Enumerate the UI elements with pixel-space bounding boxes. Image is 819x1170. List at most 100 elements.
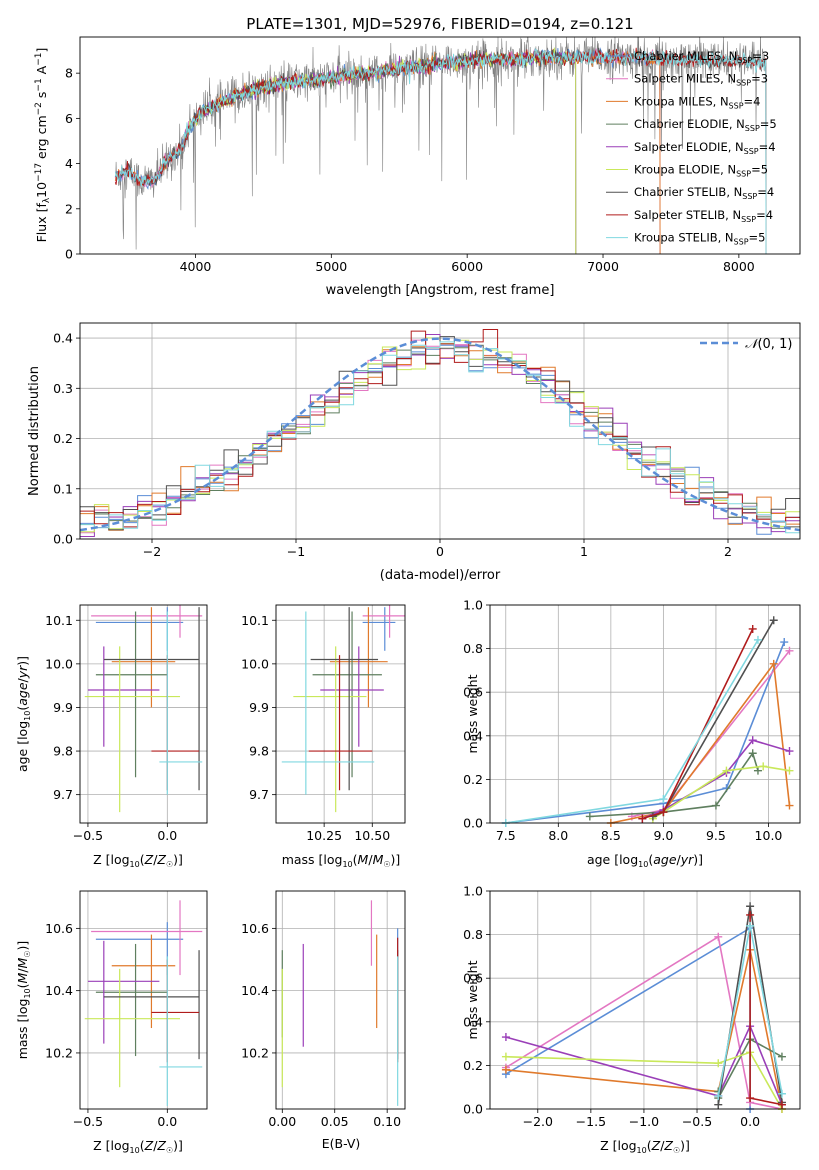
y-tick-label: 10.6: [45, 921, 73, 936]
y-tick-label: 4: [65, 156, 73, 171]
y-tick-label: 0.0: [463, 1102, 483, 1117]
y-axis-label: Flux [fλ10−17 erg cm−2 s−1 A−1]: [34, 48, 52, 243]
y-tick-label: 0.0: [53, 532, 73, 547]
legend-entry: Salpeter MILES, NSSP=3: [634, 72, 768, 88]
weight-line-kroupa-miles: [610, 661, 791, 823]
y-axis-label: mass [log10(M/M☉)]: [15, 941, 32, 1060]
x-tick-label: 8.5: [601, 828, 621, 843]
axes-frame: [489, 890, 801, 1110]
weight-marker: [746, 1094, 755, 1103]
x-tick-label: 2: [724, 544, 732, 559]
x-tick-label: −0.5: [73, 1114, 103, 1129]
mass-vs-ebv-panel: 0.00 0.05 0.10 10.2 10.4 10.6 E(B-V): [241, 890, 406, 1151]
legend-entry: Chabrier ELODIE, NSSP=5: [634, 117, 777, 133]
x-tick-label: −2: [143, 544, 161, 559]
x-tick-label: 8.0: [548, 828, 568, 843]
x-tick-label: 0.0: [740, 1114, 760, 1129]
y-tick-label: 6: [65, 111, 73, 126]
weight-marker: [722, 766, 731, 775]
y-tick-label: 9.9: [249, 700, 269, 715]
weight-marker: [501, 1033, 510, 1042]
legend-entry: Salpeter STELIB, NSSP=4: [634, 208, 773, 224]
weight-marker: [777, 1100, 786, 1109]
x-tick-label: 9.0: [653, 828, 673, 843]
x-axis-label: Z [log10(Z/Z☉)]: [600, 1138, 690, 1155]
y-tick-label: 10.6: [241, 921, 269, 936]
y-tick-label: 2: [65, 201, 73, 216]
x-tick-label: 5000: [315, 259, 347, 274]
weight-marker: [714, 932, 723, 941]
y-axis-label: mass weight: [465, 960, 480, 1039]
weight-line-kroupa-miles: [505, 949, 783, 1109]
y-tick-label: 10.1: [241, 613, 269, 628]
y-tick-label: 0.4: [53, 331, 73, 346]
model-line-chabrier-miles: [114, 47, 661, 254]
x-tick-label: 7000: [587, 259, 619, 274]
weight-marker: [501, 1052, 510, 1061]
weight-marker: [753, 766, 762, 775]
x-tick-label: 10.50: [354, 828, 390, 843]
weight-marker: [638, 814, 647, 823]
y-tick-label: 10.4: [241, 983, 269, 998]
x-axis-label: Z [log10(Z/Z☉)]: [93, 1138, 183, 1155]
x-tick-label: 0.10: [373, 1114, 401, 1129]
y-axis-label: mass weight: [465, 674, 480, 753]
x-tick-label: 1: [580, 544, 588, 559]
y-axis-label: Normed distribution: [27, 366, 42, 496]
x-tick-label: 0.0: [157, 828, 177, 843]
massweight-vs-metallicity-panel: −2.0 −1.5 −1.0 −0.5 0.0 0.0 0.2 0.4 0.6 0.8 1.0 Z […: [463, 884, 801, 1155]
weight-marker: [748, 749, 757, 758]
x-tick-label: 10.0: [755, 828, 783, 843]
weight-marker: [777, 1089, 786, 1098]
mass-vs-metallicity-panel: −0.5 0.0 10.2 10.4 10.6 Z [log10(Z/Z☉)] mass […: [15, 890, 208, 1155]
x-axis-label: mass [log10(M/M☉)]: [282, 852, 401, 869]
y-tick-label: 9.8: [249, 744, 269, 759]
y-tick-label: 0.1: [53, 481, 73, 496]
x-tick-label: −2.0: [523, 1114, 553, 1129]
y-tick-label: 0.4: [463, 1014, 483, 1029]
weight-marker: [746, 910, 755, 919]
weight-marker: [785, 801, 794, 810]
weight-marker: [585, 812, 594, 821]
axes-frame: [275, 604, 406, 824]
weight-marker: [748, 624, 757, 633]
x-tick-label: 8000: [723, 259, 755, 274]
axes-frame: [275, 890, 406, 1110]
weight-marker: [785, 747, 794, 756]
normal-curve: [80, 337, 800, 532]
weight-marker: [714, 1091, 723, 1100]
weight-line-kroupa-stelib: [505, 639, 759, 823]
y-tick-label: 0.2: [463, 1058, 483, 1073]
residuals-panel: −2 −1 0 1 2 0.0 0.1 0.2 0.3 0.4 (data-model)/error…: [27, 322, 801, 583]
x-tick-label: 0.00: [268, 1114, 296, 1129]
weight-marker: [785, 646, 794, 655]
y-axis-label: age [log10(age/yr)]: [15, 656, 32, 772]
spectrum-panel: 4000 5000 6000 7000 8000 0 2 4 6 8 wavelength [Ang…: [34, 36, 801, 298]
x-tick-label: −0.5: [682, 1114, 712, 1129]
x-axis-label: wavelength [Angstrom, rest frame]: [326, 283, 555, 298]
x-tick-label: 6000: [451, 259, 483, 274]
axes-frame: [79, 890, 208, 1110]
weight-marker: [711, 801, 720, 810]
y-tick-label: 8: [65, 66, 73, 81]
legend-entry: Salpeter ELODIE, NSSP=4: [634, 140, 776, 156]
x-tick-label: 0.0: [157, 1114, 177, 1129]
figure-title: PLATE=1301, MJD=52976, FIBERID=0194, z=0…: [246, 15, 633, 33]
y-tick-label: 0.6: [463, 685, 483, 700]
x-tick-label: −0.5: [73, 828, 103, 843]
axes-frame: [489, 604, 801, 824]
y-tick-label: 10.0: [241, 656, 269, 671]
weight-marker: [746, 902, 755, 911]
y-tick-label: 9.8: [53, 744, 73, 759]
y-tick-label: 10.1: [45, 613, 73, 628]
weight-marker: [769, 616, 778, 625]
legend-entry: Chabrier STELIB, NSSP=4: [634, 185, 774, 201]
model-line-salpeter-miles: [114, 48, 661, 254]
x-axis-label: Z [log10(Z/Z☉)]: [93, 852, 183, 869]
age-vs-mass-panel: 10.25 10.50 9.7 9.8 9.9 10.0 10.1 mass [log10(M…: [241, 604, 406, 869]
axes-frame: [79, 604, 208, 824]
weight-marker: [780, 638, 789, 647]
legend-entry: Chabrier MILES, NSSP=3: [634, 49, 769, 65]
y-tick-label: 0.2: [53, 431, 73, 446]
